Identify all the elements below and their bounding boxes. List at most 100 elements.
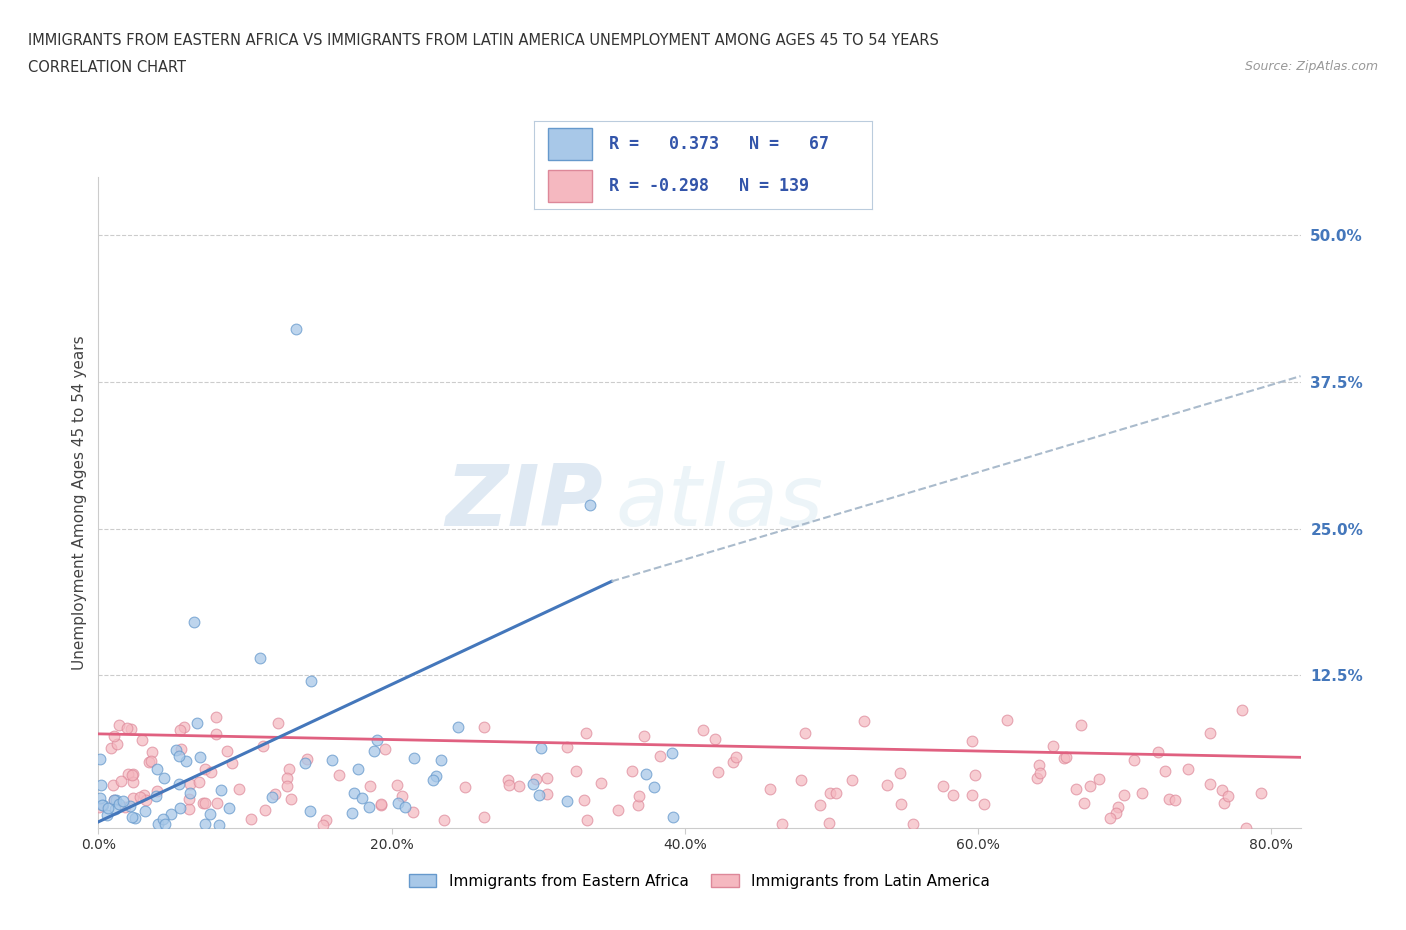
- Point: [607, 803, 630, 817]
- Text: IMMIGRANTS FROM EASTERN AFRICA VS IMMIGRANTS FROM LATIN AMERICA UNEMPLOYMENT AMO: IMMIGRANTS FROM EASTERN AFRICA VS IMMIGR…: [28, 33, 939, 47]
- Point: [692, 723, 714, 737]
- Point: [454, 780, 477, 795]
- Point: [643, 780, 665, 795]
- Point: [565, 764, 588, 778]
- Point: [853, 713, 876, 728]
- Point: [995, 712, 1018, 727]
- Point: [239, 811, 262, 826]
- Point: [152, 812, 174, 827]
- Point: [818, 786, 841, 801]
- Point: [117, 767, 139, 782]
- Point: [299, 804, 322, 818]
- Y-axis label: Unemployment Among Ages 45 to 54 years: Unemployment Among Ages 45 to 54 years: [72, 335, 87, 670]
- Point: [1198, 777, 1220, 791]
- Point: [103, 728, 125, 743]
- Point: [145, 783, 167, 798]
- Point: [153, 770, 176, 785]
- Point: [963, 767, 986, 782]
- Point: [179, 777, 201, 791]
- Point: [131, 732, 153, 747]
- Point: [366, 733, 388, 748]
- Point: [824, 785, 846, 800]
- Text: CORRELATION CHART: CORRELATION CHART: [28, 60, 186, 75]
- Point: [342, 805, 364, 820]
- Point: [370, 798, 392, 813]
- Point: [793, 725, 815, 740]
- Point: [153, 817, 176, 832]
- Point: [1198, 725, 1220, 740]
- Point: [264, 787, 287, 802]
- Point: [122, 766, 145, 781]
- Point: [100, 741, 122, 756]
- Point: [122, 775, 145, 790]
- Point: [1114, 788, 1136, 803]
- Point: [1159, 791, 1181, 806]
- Point: [276, 778, 298, 793]
- Point: [808, 798, 831, 813]
- Point: [103, 792, 125, 807]
- Point: [1053, 751, 1076, 765]
- Text: ZIP: ZIP: [446, 460, 603, 544]
- Point: [108, 796, 131, 811]
- Point: [1130, 785, 1153, 800]
- Point: [205, 796, 228, 811]
- Point: [1064, 781, 1087, 796]
- Point: [218, 801, 240, 816]
- Point: [818, 816, 841, 830]
- Point: [205, 710, 228, 724]
- Point: [404, 751, 426, 765]
- Point: [524, 772, 547, 787]
- Text: R =   0.373   N =   67: R = 0.373 N = 67: [609, 135, 828, 153]
- Point: [359, 800, 381, 815]
- Point: [173, 720, 195, 735]
- Text: R = -0.298   N = 139: R = -0.298 N = 139: [609, 178, 808, 195]
- Point: [103, 792, 125, 807]
- Point: [1029, 765, 1052, 780]
- Point: [207, 817, 229, 832]
- Point: [121, 791, 143, 806]
- Point: [215, 744, 238, 759]
- Point: [90, 798, 112, 813]
- Point: [315, 813, 337, 828]
- Point: [141, 754, 163, 769]
- Point: [557, 739, 579, 754]
- Point: [527, 788, 550, 803]
- Point: [89, 790, 111, 805]
- Point: [120, 798, 142, 813]
- Point: [359, 778, 381, 793]
- Point: [124, 810, 146, 825]
- Point: [932, 778, 955, 793]
- Point: [194, 795, 217, 810]
- Point: [536, 787, 558, 802]
- Point: [620, 764, 643, 778]
- Point: [1099, 811, 1122, 826]
- Point: [724, 750, 747, 764]
- Point: [121, 809, 143, 824]
- Point: [472, 809, 495, 824]
- Point: [723, 754, 745, 769]
- Point: [91, 797, 114, 812]
- Point: [276, 771, 298, 786]
- Point: [299, 673, 322, 688]
- Point: [901, 817, 924, 831]
- Point: [446, 719, 468, 734]
- Point: [141, 745, 163, 760]
- Point: [578, 498, 600, 512]
- Point: [145, 789, 167, 804]
- Point: [1216, 789, 1239, 804]
- Point: [472, 720, 495, 735]
- Point: [97, 801, 120, 816]
- Point: [1230, 703, 1253, 718]
- Point: [530, 741, 553, 756]
- Point: [294, 755, 316, 770]
- Point: [591, 776, 613, 790]
- Point: [650, 749, 672, 764]
- Point: [295, 751, 318, 766]
- Point: [108, 717, 131, 732]
- Point: [498, 772, 520, 787]
- Text: atlas: atlas: [616, 460, 824, 544]
- Point: [328, 767, 350, 782]
- Point: [129, 790, 152, 804]
- Point: [422, 772, 444, 787]
- Point: [205, 727, 228, 742]
